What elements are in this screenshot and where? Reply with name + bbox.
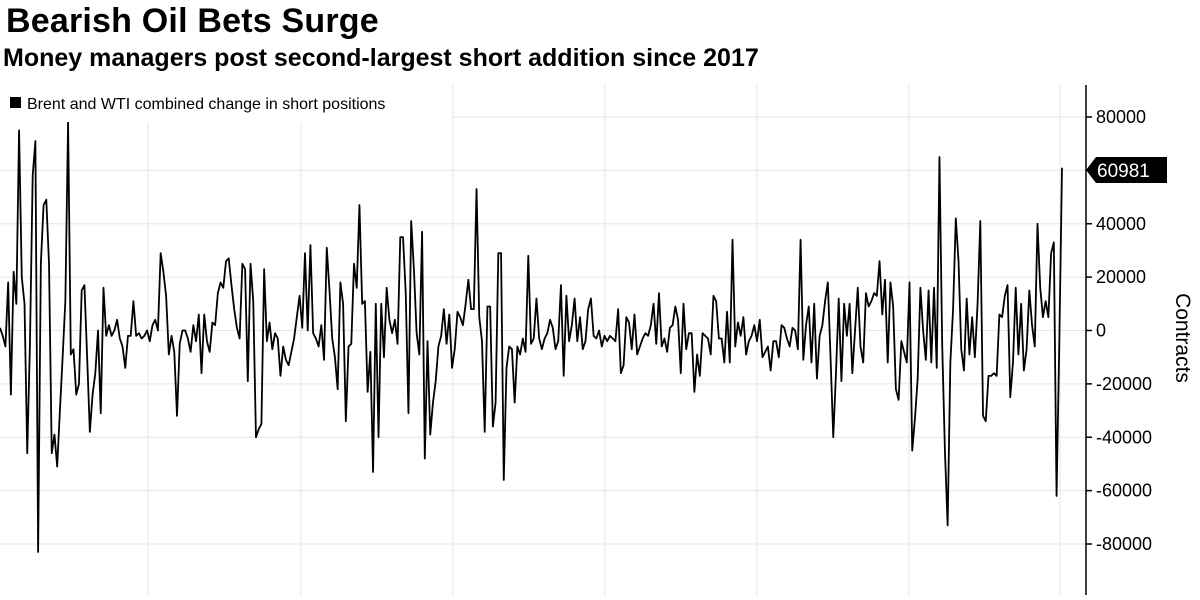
y-axis-title: Contracts	[1171, 293, 1194, 383]
legend-label: Brent and WTI combined change in short p…	[27, 96, 385, 113]
last-value-label: 60981	[1097, 161, 1150, 182]
y-tick-label: 20000	[1096, 267, 1146, 287]
y-tick-label: -60000	[1096, 481, 1152, 501]
chart-title: Bearish Oil Bets Surge	[6, 2, 379, 40]
y-tick-label: 80000	[1096, 107, 1146, 127]
series-lines	[0, 121, 1063, 553]
y-tick-label: 0	[1096, 321, 1106, 341]
y-tick-label: -40000	[1096, 427, 1152, 447]
legend: Brent and WTI combined change in short p…	[0, 85, 452, 122]
legend-background	[0, 85, 452, 122]
y-tick-label: -80000	[1096, 534, 1152, 554]
y-tick-label: -20000	[1096, 374, 1152, 394]
y-tick-label: 40000	[1096, 214, 1146, 234]
gridlines	[0, 85, 1086, 595]
series-line	[0, 121, 1063, 553]
legend-swatch	[10, 97, 21, 108]
last-value-callout: 60981	[1086, 157, 1167, 183]
callout-background	[1086, 157, 1167, 183]
chart-subtitle: Money managers post second-largest short…	[3, 44, 759, 72]
